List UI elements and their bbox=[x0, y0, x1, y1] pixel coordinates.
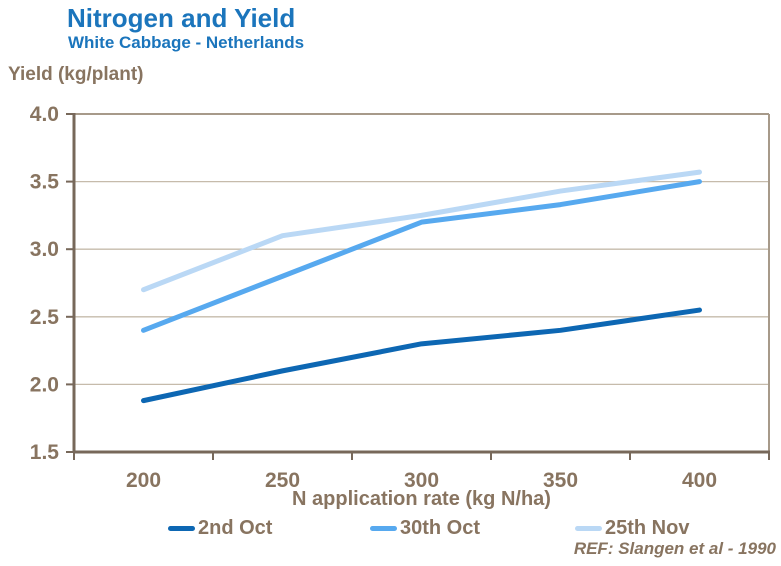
x-tick-label: 350 bbox=[543, 469, 578, 492]
y-tick-label: 3.5 bbox=[30, 171, 60, 194]
legend-label: 2nd Oct bbox=[198, 517, 273, 539]
y-tick-label: 1.5 bbox=[30, 441, 60, 464]
legend-label: 30th Oct bbox=[400, 517, 481, 539]
chart-subtitle: White Cabbage - Netherlands bbox=[68, 33, 305, 52]
legend: 2nd Oct 30th Oct 25th Nov bbox=[0, 516, 781, 540]
legend-marker-line bbox=[370, 525, 397, 531]
legend-marker-line bbox=[168, 525, 195, 531]
x-tick-label: 300 bbox=[404, 469, 439, 492]
legend-item: 30th Oct bbox=[370, 516, 480, 540]
reference-text: REF: Slangen et al - 1990 bbox=[573, 539, 776, 558]
legend-marker-line bbox=[575, 525, 602, 531]
legend-label: 25th Nov bbox=[605, 517, 690, 539]
chart-title: Nitrogen and Yield bbox=[67, 3, 296, 33]
x-tick-label: 400 bbox=[682, 469, 717, 492]
series-line-25th-nov bbox=[141, 169, 702, 293]
x-tick-label: 200 bbox=[126, 469, 161, 492]
legend-item: 2nd Oct bbox=[168, 516, 272, 540]
y-tick-label: 3.0 bbox=[30, 238, 59, 261]
y-tick-label: 2.5 bbox=[30, 306, 60, 329]
series-line-30th-oct bbox=[141, 179, 702, 333]
series-line-2nd-oct bbox=[141, 307, 702, 404]
x-tick-label: 250 bbox=[265, 469, 300, 492]
x-axis-title: N application rate (kg N/ha) bbox=[292, 488, 551, 510]
y-tick-label: 2.0 bbox=[30, 373, 59, 396]
legend-item: 25th Nov bbox=[575, 516, 689, 540]
y-tick-label: 4.0 bbox=[30, 103, 59, 126]
y-axis-title: Yield (kg/plant) bbox=[8, 64, 144, 85]
